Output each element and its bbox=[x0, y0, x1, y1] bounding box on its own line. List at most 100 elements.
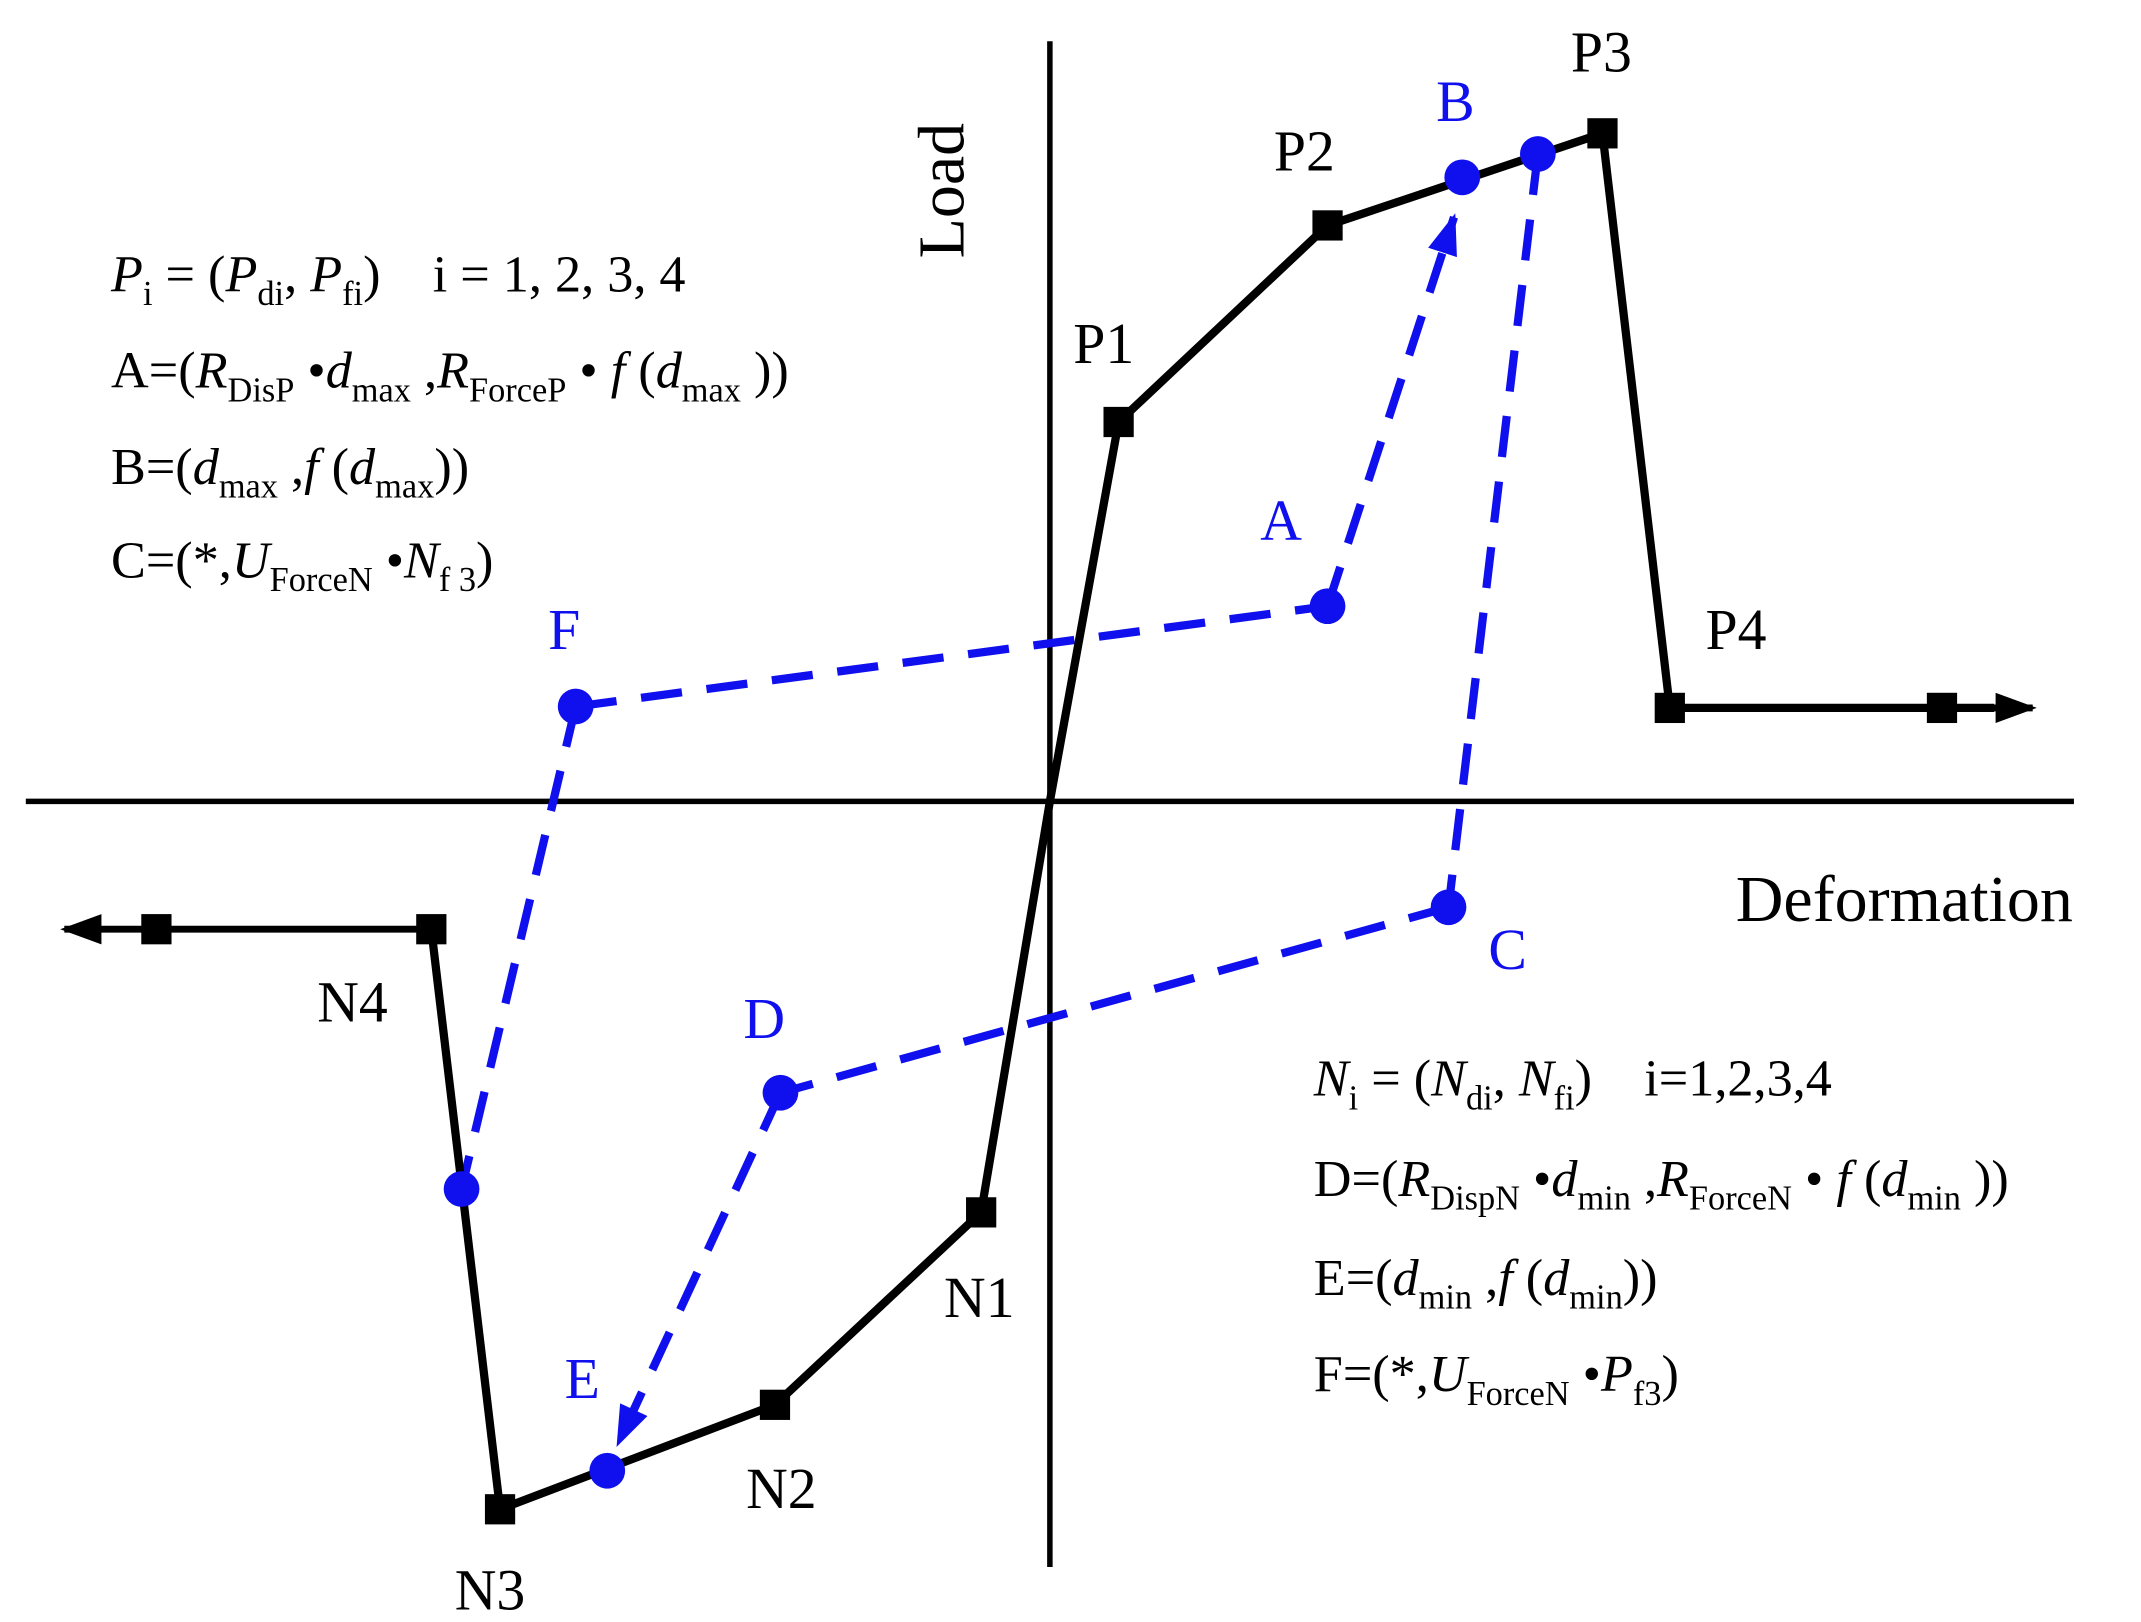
formula-text: , bbox=[278, 438, 304, 496]
formula-text: P bbox=[110, 245, 143, 303]
formula-text: , bbox=[284, 245, 310, 303]
subscript: i bbox=[1349, 1079, 1359, 1117]
path-dots bbox=[443, 136, 1556, 1489]
formula-text: • bbox=[1520, 1150, 1551, 1208]
subscript: fi bbox=[342, 275, 363, 313]
backbone-curve bbox=[427, 127, 1995, 1516]
unloading-path bbox=[457, 153, 1542, 1448]
point-label: D bbox=[743, 988, 785, 1051]
formula-text: , bbox=[1631, 1150, 1657, 1208]
formula-text: ) bbox=[1661, 1345, 1678, 1403]
formula-text: N bbox=[1430, 1050, 1469, 1108]
point-label: N4 bbox=[317, 971, 388, 1034]
subscript: di bbox=[1466, 1079, 1493, 1117]
formula-text: d bbox=[193, 438, 220, 496]
x-axis-label: Deformation bbox=[1736, 863, 2073, 936]
formula-text: N bbox=[403, 531, 442, 589]
formula-text: ) i = 1, 2, 3, 4 bbox=[363, 245, 685, 303]
formula: Ni = (Ndi, Nfi) i=1,2,3,4 bbox=[1313, 1050, 1832, 1118]
subscript: min bbox=[1419, 1279, 1472, 1317]
formula-text: d bbox=[1393, 1249, 1420, 1307]
formulas: Pi = (Pdi, Pfi) i = 1, 2, 3, 4A=(RDisP •… bbox=[110, 245, 2009, 1412]
subscript: ForceN bbox=[1467, 1375, 1570, 1413]
point-label: E bbox=[565, 1348, 600, 1411]
formula-text: A=( bbox=[111, 342, 196, 400]
formula-text: ( bbox=[1513, 1249, 1543, 1307]
formula-text: = ( bbox=[152, 245, 225, 303]
formula-text: , bbox=[411, 342, 437, 400]
subscript: min bbox=[1569, 1279, 1622, 1317]
formula-text: P bbox=[309, 245, 342, 303]
subscript: max bbox=[352, 371, 411, 409]
formula-text: d bbox=[326, 342, 353, 400]
point-label: N3 bbox=[455, 1560, 526, 1622]
formula: E=(dmin ,f (dmin)) bbox=[1314, 1249, 1658, 1317]
subscript: max bbox=[682, 371, 741, 409]
formula-text: d bbox=[349, 438, 376, 496]
formula-text: , bbox=[1493, 1050, 1519, 1108]
point-label: P1 bbox=[1073, 313, 1134, 376]
point-label: P3 bbox=[1571, 21, 1632, 84]
subscript: max bbox=[219, 468, 278, 506]
formula-text: = ( bbox=[1358, 1050, 1431, 1108]
y-axis-label: Load bbox=[905, 123, 978, 259]
formula-text: B=( bbox=[111, 438, 193, 496]
formula-text: • bbox=[1570, 1345, 1601, 1403]
subscript: ForceN bbox=[270, 561, 373, 599]
formula-text: ) i=1,2,3,4 bbox=[1575, 1050, 1832, 1108]
formula-text: )) bbox=[434, 438, 469, 496]
formula-text: U bbox=[232, 531, 273, 589]
subscript: DispN bbox=[1430, 1180, 1520, 1218]
formula-text: • bbox=[1792, 1150, 1836, 1208]
formula-text: N bbox=[1518, 1050, 1557, 1108]
formula-text: )) bbox=[1623, 1249, 1658, 1307]
formula-text: )) bbox=[741, 342, 789, 400]
formula-text: F=(*, bbox=[1314, 1345, 1429, 1403]
formula-text: C=(*, bbox=[111, 531, 232, 589]
formula-text: , bbox=[1472, 1249, 1498, 1307]
point-label: P2 bbox=[1274, 120, 1335, 183]
subscript: min bbox=[1577, 1180, 1630, 1218]
formula-text: • bbox=[373, 531, 404, 589]
point-label: N1 bbox=[944, 1267, 1015, 1330]
formula: C=(*,UForceN •Nf 3) bbox=[111, 531, 493, 599]
nodes bbox=[141, 118, 1958, 1525]
formula-text: ( bbox=[625, 342, 655, 400]
formula: F=(*,UForceN •Pf3) bbox=[1314, 1345, 1679, 1413]
formula-text: R bbox=[436, 342, 469, 400]
formula-text: d bbox=[1551, 1150, 1578, 1208]
formula-text: • bbox=[566, 342, 610, 400]
formula-text: E=( bbox=[1314, 1249, 1393, 1307]
point-label: B bbox=[1436, 71, 1475, 134]
formula-text: d bbox=[1543, 1249, 1570, 1307]
subscript: min bbox=[1907, 1180, 1960, 1218]
formula-text: R bbox=[195, 342, 228, 400]
point-label: C bbox=[1488, 919, 1527, 982]
formula-text: P bbox=[224, 245, 257, 303]
subscript: i bbox=[143, 275, 153, 313]
formula-text: U bbox=[1429, 1345, 1470, 1403]
subscript: ForceP bbox=[469, 371, 566, 409]
subscript: ForceN bbox=[1689, 1180, 1792, 1218]
point-label: A bbox=[1260, 490, 1302, 553]
formula: Pi = (Pdi, Pfi) i = 1, 2, 3, 4 bbox=[110, 245, 686, 313]
formula-text: d bbox=[656, 342, 683, 400]
subscript: f 3 bbox=[439, 561, 476, 599]
subscript: di bbox=[257, 275, 284, 313]
subscript: fi bbox=[1554, 1079, 1575, 1117]
subscript: max bbox=[375, 468, 434, 506]
point-label: F bbox=[548, 599, 580, 662]
formula-text: d bbox=[1881, 1150, 1908, 1208]
formula-text: P bbox=[1600, 1345, 1633, 1403]
formula-text: R bbox=[1397, 1150, 1430, 1208]
formula: D=(RDispN •dmin ,RForceN • f (dmin )) bbox=[1314, 1150, 2009, 1218]
subscript: f3 bbox=[1633, 1375, 1662, 1413]
formula: B=(dmax ,f (dmax)) bbox=[111, 438, 469, 506]
point-label: P4 bbox=[1706, 599, 1767, 662]
formula-text: D=( bbox=[1314, 1150, 1399, 1208]
formula-text: )) bbox=[1961, 1150, 2009, 1208]
formula-text: ( bbox=[1851, 1150, 1881, 1208]
formula-text: N bbox=[1313, 1050, 1352, 1108]
formula-text: ) bbox=[476, 531, 493, 589]
